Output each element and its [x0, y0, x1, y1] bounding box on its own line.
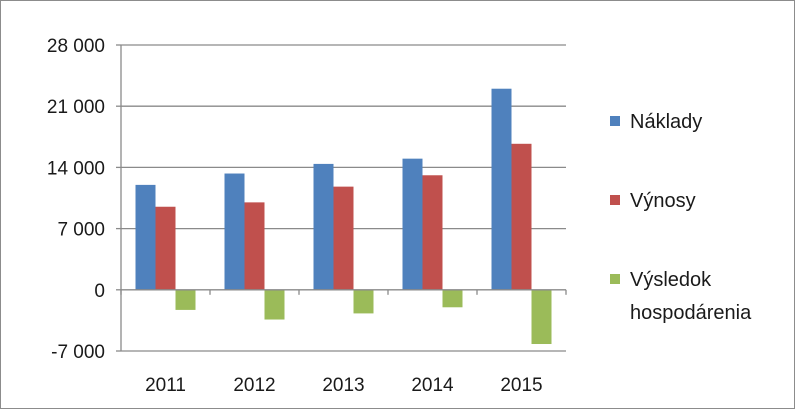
y-tick-labels: 28 000 21 000 14 000 7 000 0 -7 000 — [47, 36, 105, 363]
bar-vynosy-2014 — [422, 175, 443, 290]
bar-vynosy-2015 — [511, 143, 532, 290]
bar-naklady-2013 — [313, 163, 334, 290]
legend-label: Náklady — [630, 111, 702, 133]
x-tick-labels: 2011 2012 2013 2014 2015 — [145, 375, 543, 396]
bar-naklady-2015 — [491, 88, 512, 290]
y-tick-label: 21 000 — [47, 97, 105, 118]
x-tick-label: 2011 — [145, 375, 186, 396]
bar-vynosy-2013 — [333, 186, 354, 290]
x-tick-label: 2014 — [411, 375, 454, 396]
x-tick-label: 2015 — [500, 375, 542, 396]
bar-vynosy-2011 — [155, 206, 176, 290]
bar-naklady-2012 — [224, 173, 245, 290]
x-tick-label: 2012 — [233, 375, 275, 396]
bar-vysledok-2014 — [442, 289, 463, 308]
y-tick-label: -7 000 — [51, 342, 105, 363]
y-tick-label: 0 — [94, 281, 105, 302]
bar-vysledok-2013 — [353, 289, 374, 314]
y-tick-label: 14 000 — [47, 158, 105, 179]
bar-naklady-2011 — [135, 184, 156, 290]
y-tick-label: 7 000 — [57, 220, 105, 241]
legend-label: Výnosy — [630, 190, 696, 212]
legend-swatch — [610, 195, 620, 205]
legend-swatch — [610, 274, 620, 284]
x-tick-label: 2013 — [322, 375, 364, 396]
bars — [135, 88, 552, 345]
bar-vysledok-2015 — [531, 289, 552, 345]
bar-vysledok-2011 — [175, 289, 196, 310]
bar-vysledok-2012 — [264, 289, 285, 320]
bar-naklady-2014 — [402, 158, 423, 290]
legend-swatch — [610, 116, 620, 126]
legend: Náklady Výnosy Výsledok hospodárenia — [610, 111, 752, 324]
axes — [116, 44, 567, 352]
y-tick-label: 28 000 — [47, 36, 105, 57]
legend-label: Výsledok — [630, 269, 712, 291]
legend-label: hospodárenia — [630, 302, 752, 324]
bar-vynosy-2012 — [244, 202, 265, 290]
